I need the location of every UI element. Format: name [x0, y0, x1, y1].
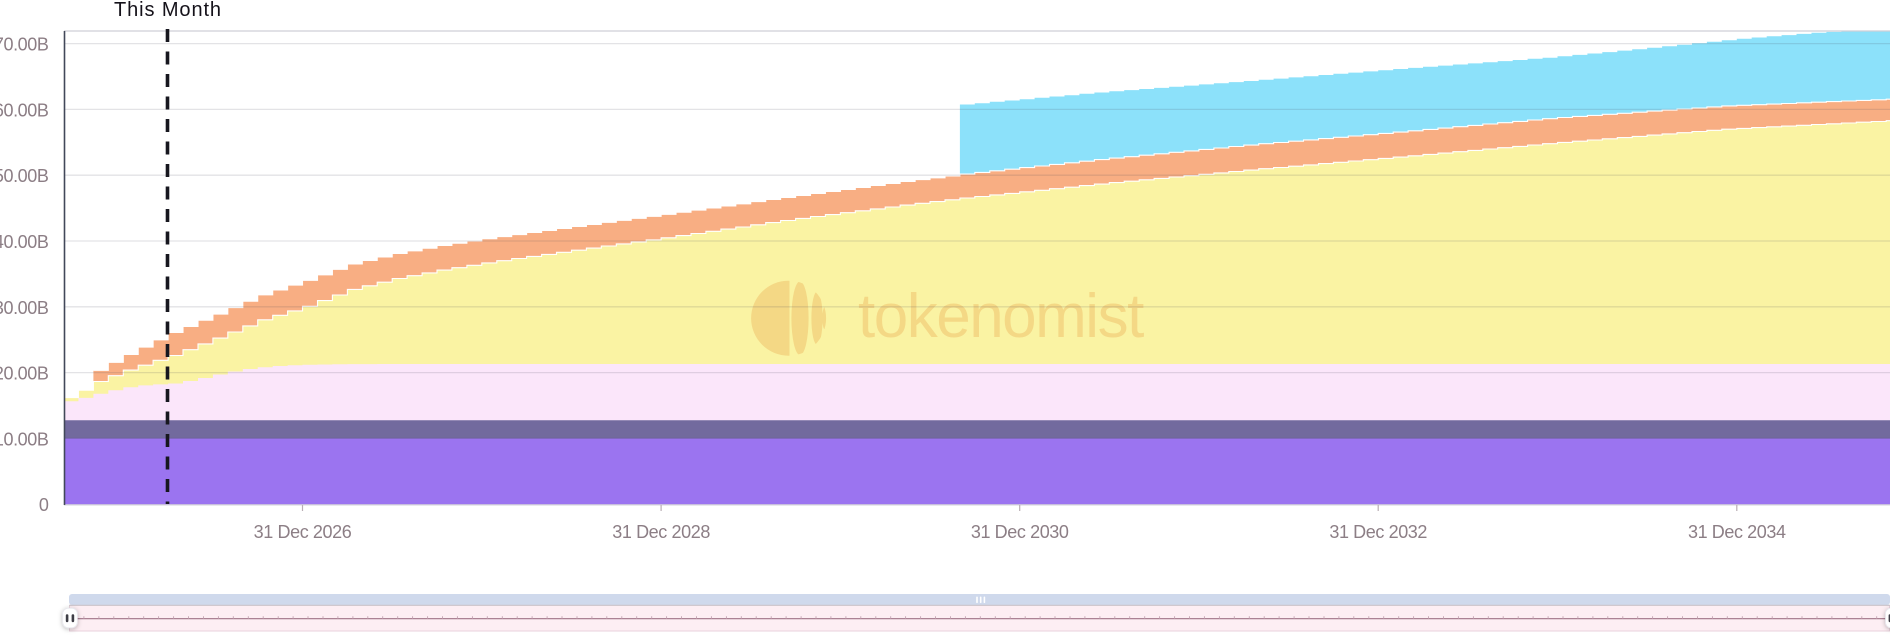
svg-text:31 Dec 2030: 31 Dec 2030	[971, 522, 1069, 542]
svg-text:70.00B: 70.00B	[0, 35, 49, 55]
svg-text:20.00B: 20.00B	[0, 364, 49, 384]
svg-text:tokenomist: tokenomist	[858, 282, 1144, 351]
svg-text:50.00B: 50.00B	[0, 166, 49, 186]
svg-text:This Month: This Month	[114, 0, 222, 21]
svg-text:30.00B: 30.00B	[0, 298, 49, 318]
svg-text:10.00B: 10.00B	[0, 429, 49, 449]
svg-text:0: 0	[39, 495, 49, 515]
svg-text:40.00B: 40.00B	[0, 232, 49, 252]
svg-text:31 Dec 2032: 31 Dec 2032	[1329, 522, 1427, 542]
svg-text:31 Dec 2028: 31 Dec 2028	[612, 522, 710, 542]
svg-text:31 Dec 2026: 31 Dec 2026	[254, 522, 352, 542]
svg-text:60.00B: 60.00B	[0, 100, 49, 120]
svg-text:31 Dec 2034: 31 Dec 2034	[1688, 522, 1786, 542]
